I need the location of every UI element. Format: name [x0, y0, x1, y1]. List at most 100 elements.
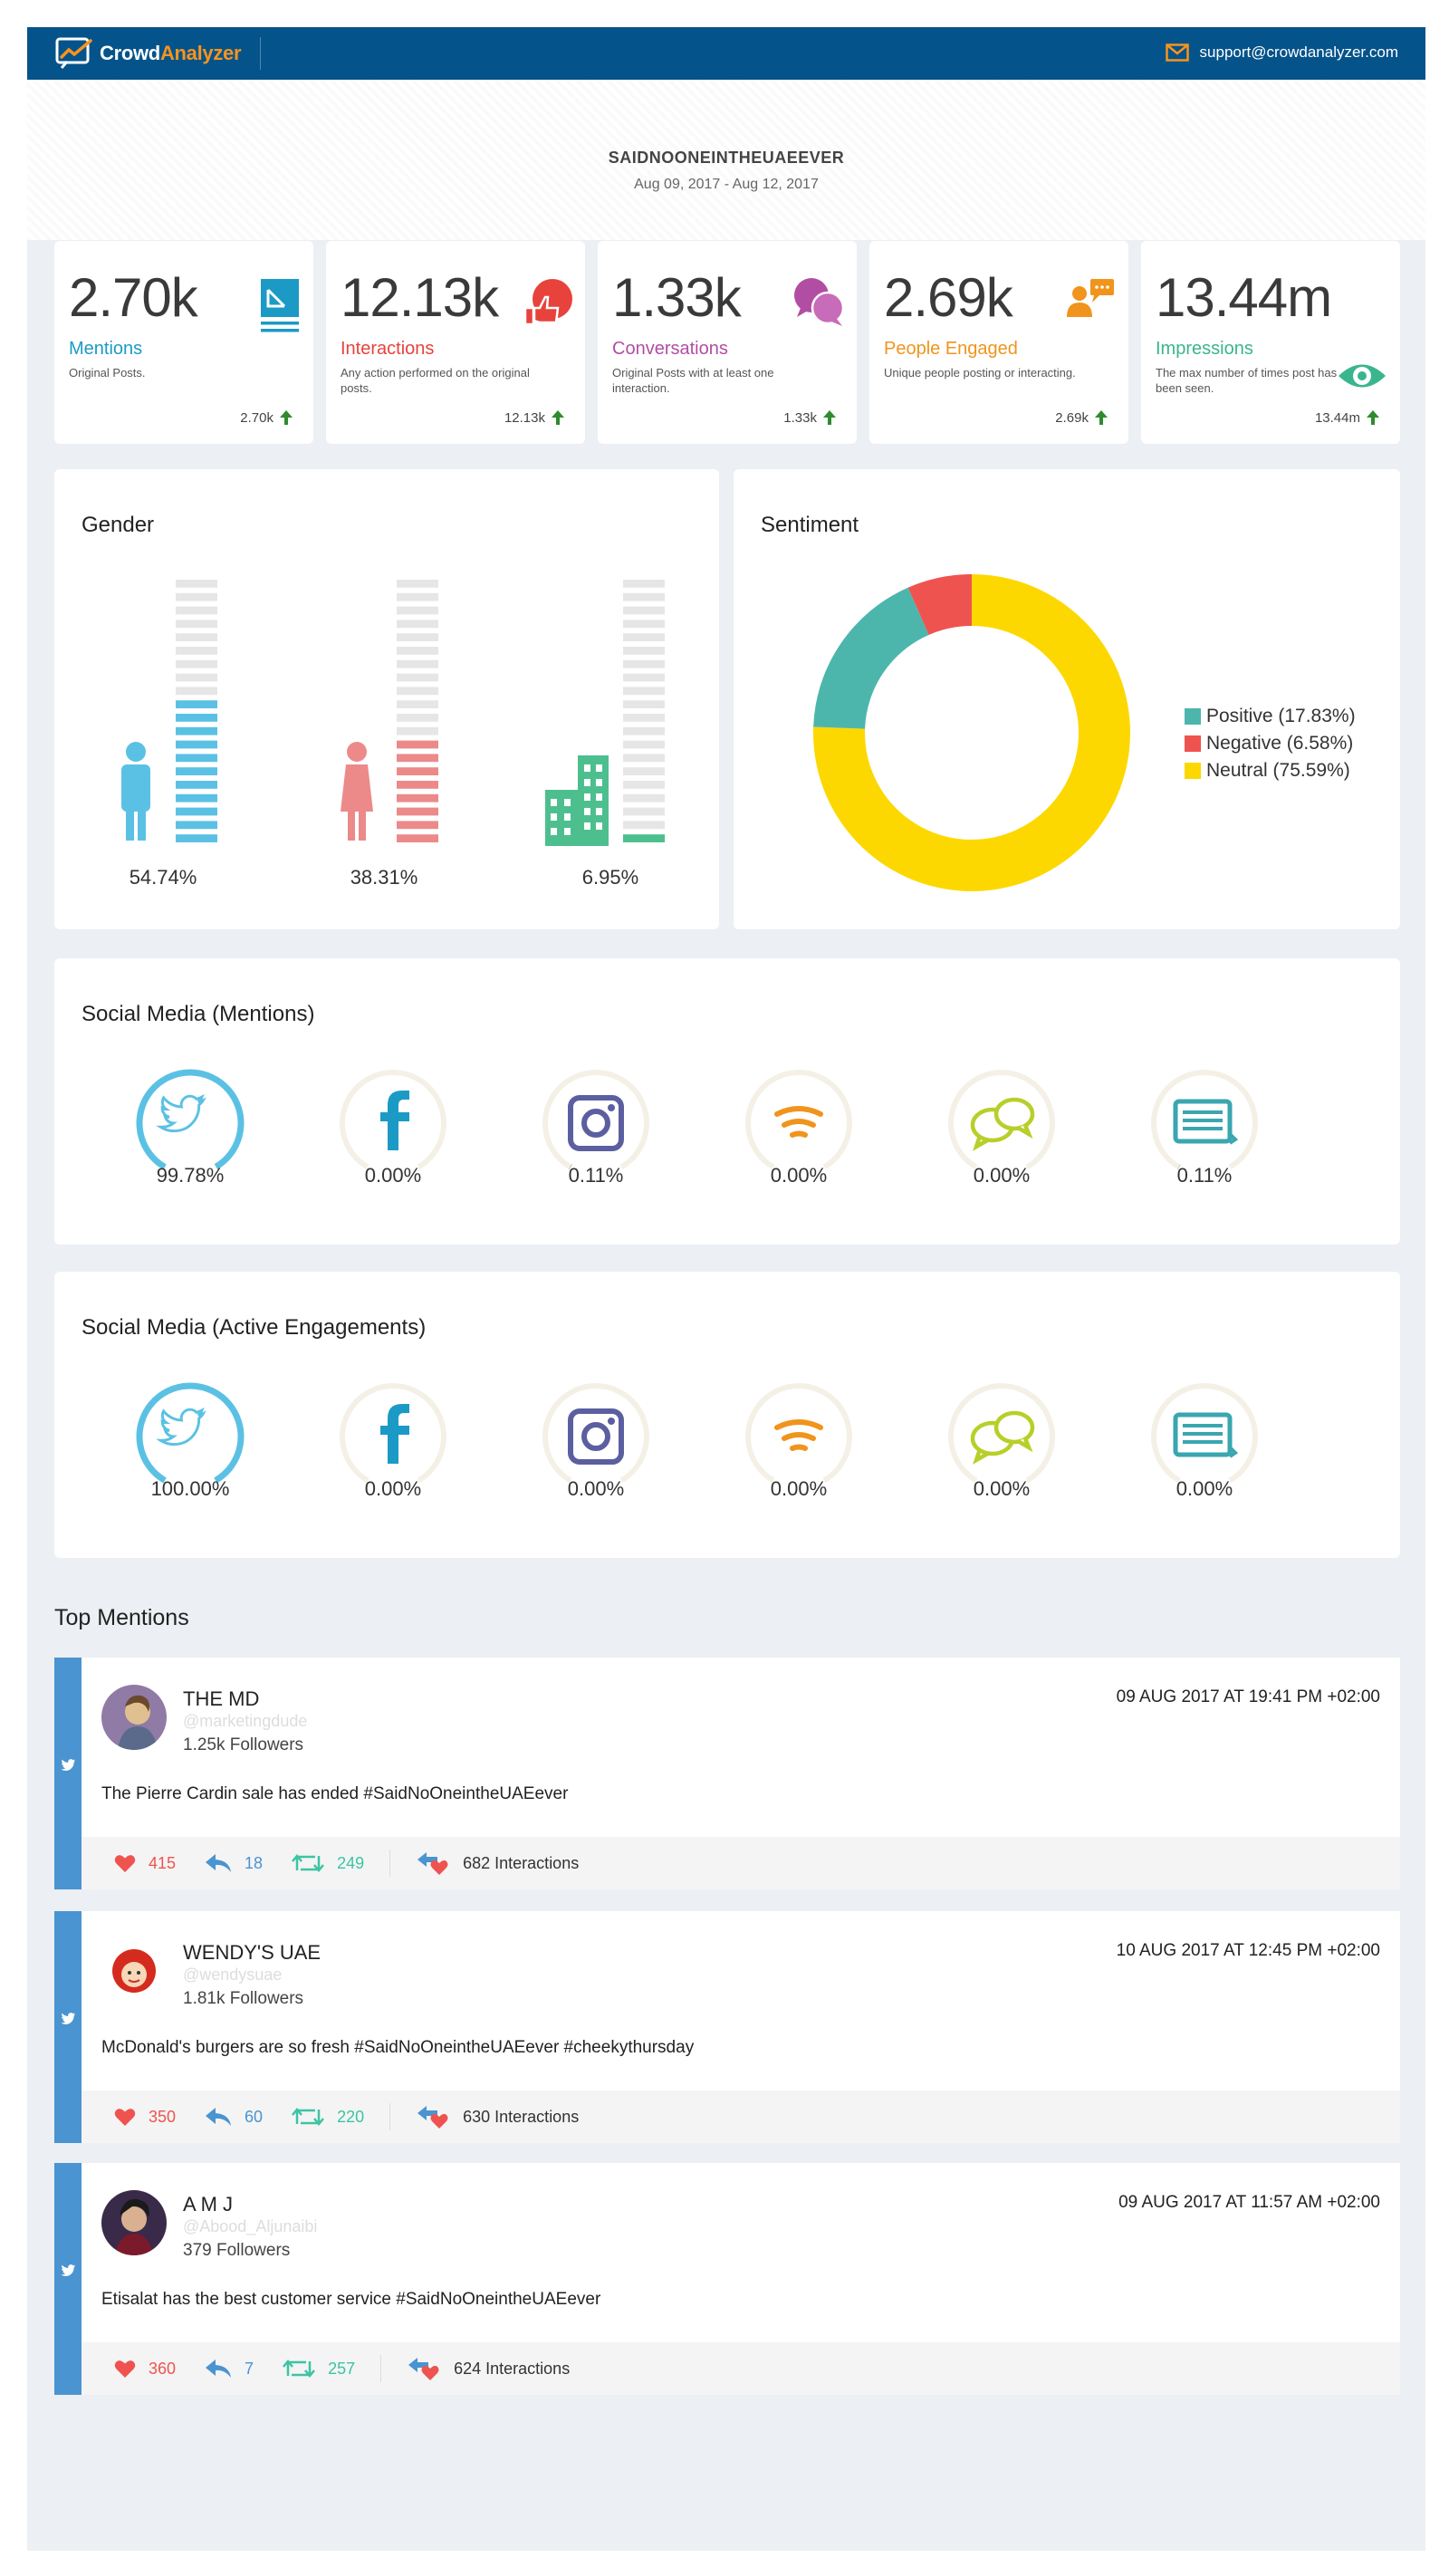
female-icon	[341, 742, 373, 841]
gender-bar-segment	[397, 580, 438, 588]
support-contact[interactable]: support@crowdanalyzer.com	[1165, 43, 1398, 62]
legend-positive: Positive (17.83%)	[1185, 703, 1356, 730]
donut-slice-negative[interactable]	[907, 574, 972, 635]
social-gauge-instagram[interactable]: 0.00%	[533, 1373, 659, 1501]
avatar[interactable]	[101, 2190, 167, 2255]
twitter-icon	[61, 1759, 76, 1771]
author-name[interactable]: WENDY'S UAE	[183, 1941, 321, 1964]
like-bubble-icon	[523, 279, 572, 326]
social-mentions-panel: Social Media (Mentions) 99.78% 0.00% 0.11%…	[54, 958, 1400, 1245]
logo-chart-icon	[55, 37, 92, 69]
gender-bar-segment	[397, 659, 438, 668]
avatar[interactable]	[101, 1938, 167, 2004]
gender-bar-segment	[397, 834, 438, 842]
header-divider	[260, 37, 261, 70]
social-gauge-facebook[interactable]: 0.00%	[330, 1060, 456, 1187]
post-date: 09 AUG 2017 AT 11:57 AM +02:00	[1118, 2193, 1380, 2212]
social-gauge-rss[interactable]: 0.00%	[735, 1373, 862, 1501]
gender-bar-segment	[397, 592, 438, 601]
social-gauge-instagram[interactable]: 0.11%	[533, 1060, 659, 1187]
twitter-icon	[136, 1382, 245, 1484]
metrics-divider	[380, 2355, 382, 2382]
reply-icon	[206, 2360, 232, 2378]
gender-bar-segment	[397, 714, 438, 722]
gender-bar-segment	[623, 726, 665, 735]
forum-icon	[948, 1383, 1055, 1484]
stat-label: Conversations	[612, 339, 728, 359]
stat-card-conversations: 1.33k Conversations Original Posts with …	[598, 241, 857, 444]
gender-bar-segment	[623, 592, 665, 601]
donut-slice-neutral[interactable]	[813, 574, 1130, 891]
arrow-up-icon	[280, 410, 293, 425]
metrics-divider	[389, 2103, 391, 2130]
gender-bar-segment	[176, 714, 217, 722]
post-metrics: 360 7 257 624 Interactions	[82, 2342, 1400, 2395]
interactions-count: 682 Interactions	[463, 1853, 580, 1872]
reply-icon	[206, 2108, 232, 2126]
author-followers: 1.25k Followers	[183, 1735, 304, 1754]
gender-bar-segment	[623, 834, 665, 842]
gender-bar-segment	[623, 754, 665, 763]
gender-bar-segment	[623, 700, 665, 708]
gender-bar-segment	[397, 726, 438, 735]
twitter-icon	[61, 2264, 76, 2276]
likes-metric: 360	[114, 2360, 176, 2379]
stat-label: Mentions	[69, 339, 143, 359]
social-gauge-news[interactable]: 0.11%	[1141, 1060, 1268, 1187]
network-glyph	[380, 1404, 409, 1464]
gender-bar-segment	[176, 633, 217, 641]
likes-count: 415	[149, 1853, 177, 1872]
support-email[interactable]: support@crowdanalyzer.com	[1199, 43, 1398, 61]
mention-card[interactable]: THE MD @marketingdude 1.25k Followers 09…	[54, 1658, 1400, 1889]
mention-card[interactable]: A M J @Abood_Aljunaibi 379 Followers 09 …	[54, 2163, 1400, 2395]
gauge-track	[1151, 1383, 1258, 1484]
mention-card[interactable]: WENDY'S UAE @wendysuae 1.81k Followers 1…	[54, 1911, 1400, 2143]
author-name[interactable]: THE MD	[183, 1687, 260, 1710]
retweet-icon	[292, 1854, 325, 1872]
retweets-metric: 257	[283, 2358, 355, 2379]
social-gauge-news[interactable]: 0.00%	[1141, 1373, 1268, 1501]
heart-icon	[114, 1854, 136, 1872]
gauge-percentage: 0.00%	[364, 1477, 422, 1500]
author-handle[interactable]: @marketingdude	[183, 1712, 308, 1730]
social-gauge-twitter[interactable]: 99.78%	[127, 1060, 254, 1187]
gender-bar-segment	[397, 687, 438, 696]
social-gauge-twitter[interactable]: 100.00%	[127, 1373, 254, 1501]
stat-label: People Engaged	[884, 339, 1018, 359]
network-glyph	[970, 1097, 1035, 1151]
stat-card-mentions: 2.70k Mentions Original Posts. 2.70k	[54, 241, 313, 444]
interactions-icon	[417, 2106, 448, 2129]
social-gauge-facebook[interactable]: 0.00%	[330, 1373, 456, 1501]
social-gauge-rss[interactable]: 0.00%	[735, 1060, 862, 1187]
gauge-track	[745, 1383, 852, 1484]
network-glyph	[774, 1106, 823, 1138]
post-text: Etisalat has the best customer service #…	[101, 2290, 601, 2309]
male-percentage: 54.74%	[129, 866, 197, 889]
interactions-count: 624 Interactions	[454, 2359, 571, 2378]
social-gauge-forum[interactable]: 0.00%	[938, 1060, 1065, 1187]
author-name[interactable]: A M J	[183, 2193, 234, 2216]
author-handle[interactable]: @wendysuae	[183, 1966, 283, 1984]
network-glyph	[568, 1408, 624, 1465]
sentiment-donut-chart	[813, 574, 1130, 891]
gauge-percentage: 0.00%	[1176, 1477, 1233, 1500]
post-text: McDonald's burgers are so fresh #SaidNoO…	[101, 2038, 695, 2057]
gender-bar-segment	[397, 700, 438, 708]
crowd-analyzer-logo[interactable]: CrowdAnalyzer	[54, 35, 242, 72]
twitter-icon	[61, 2013, 76, 2024]
author-handle[interactable]: @Abood_Aljunaibi	[183, 2217, 318, 2235]
rss-icon	[745, 1383, 852, 1484]
gender-bar-segment	[176, 754, 217, 763]
legend-label: Neutral (75.59%)	[1206, 760, 1350, 781]
female-percentage: 38.31%	[350, 866, 418, 889]
donut-slice-positive[interactable]	[813, 587, 929, 729]
stat-card-people-engaged: 2.69k People Engaged Unique people posti…	[869, 241, 1128, 444]
gender-bar-segment	[176, 781, 217, 789]
avatar[interactable]	[101, 1685, 167, 1750]
gauge-track	[948, 1070, 1055, 1170]
gender-bar-segment	[176, 592, 217, 601]
stat-value: 1.33k	[612, 267, 742, 328]
stat-footer: 12.13k	[504, 409, 565, 426]
document-icon	[261, 279, 299, 332]
social-gauge-forum[interactable]: 0.00%	[938, 1373, 1065, 1501]
